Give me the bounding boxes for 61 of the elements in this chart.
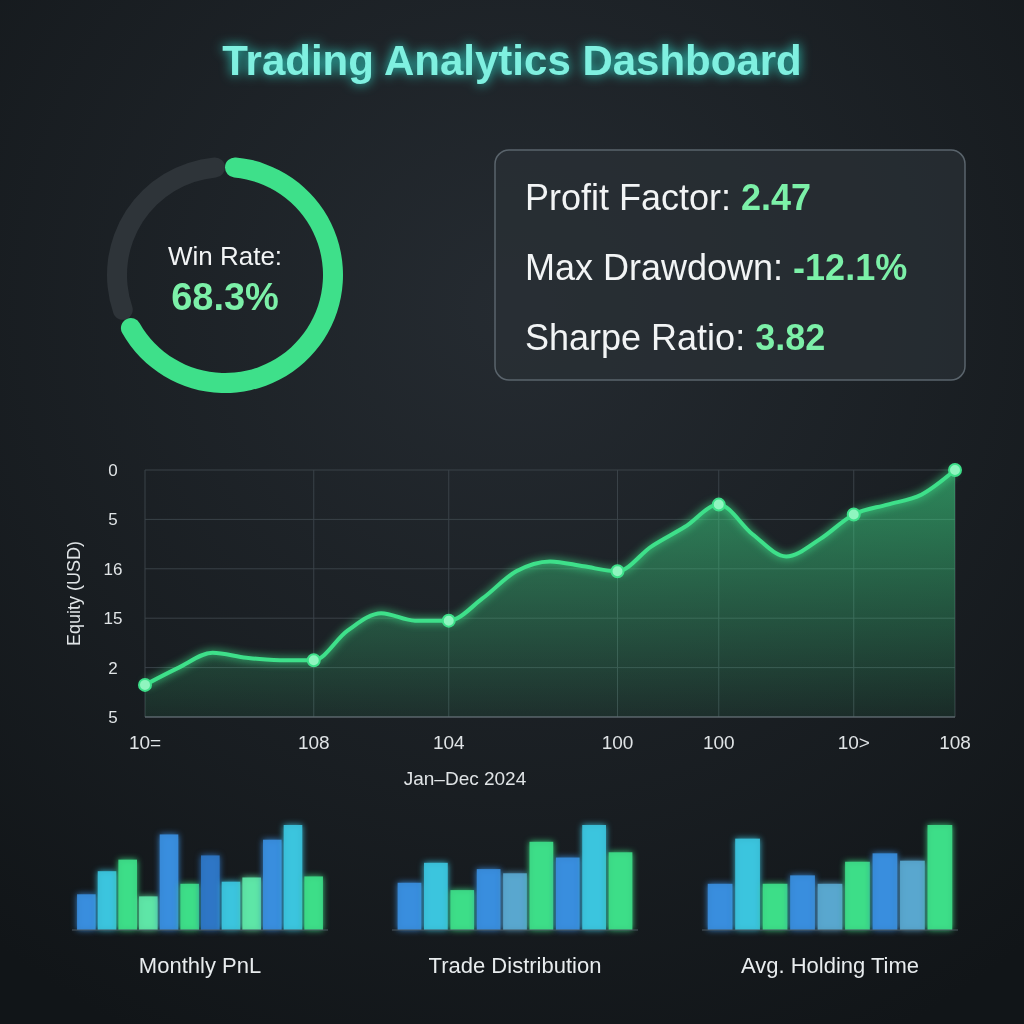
bar [817,883,843,930]
x-tick-label: 108 [939,732,971,753]
bar [927,825,953,930]
text: 5 [108,708,118,727]
bar [139,896,158,930]
x-tick-label: 100 [702,732,735,753]
text: 2 [108,658,118,678]
x-axis-title: Monthly PnL [138,953,262,978]
point [306,653,321,668]
bar [180,883,199,930]
bar [707,883,733,930]
x-tick-label: 100 [601,732,634,753]
bar [872,853,898,930]
text: 5 [108,510,118,530]
point [138,677,152,692]
bar [424,862,448,930]
text: 16 [103,559,123,579]
bar [97,871,117,930]
text: Sharpe Ratio: 3.82 [525,317,826,358]
x-axis-title: Trade Distribution [428,953,602,978]
point [846,507,861,522]
point [441,613,456,628]
bar [555,857,580,930]
bar [582,825,606,930]
bar [304,876,323,930]
x-axis-title: Avg. Holding Time [740,953,920,978]
x-axis-title: Jan–Dec 2024 [403,768,527,789]
data-label: 68.3% [171,276,279,318]
bar [503,873,527,930]
x-tick-label: 104 [432,732,466,753]
text: Profit Factor: 2.47 [525,177,812,218]
bar [450,890,475,930]
bar [77,894,96,930]
text: Trading Analytics Dashboard [222,37,802,84]
bar [735,838,760,930]
bar [845,861,870,930]
bar [242,877,261,930]
bar [762,883,788,930]
bar [397,882,422,930]
bar [263,839,282,930]
bar [900,860,925,930]
text: 15 [103,609,123,629]
x-tick-label: 10> [837,732,870,753]
bar [118,859,137,930]
text: 0 [108,461,118,480]
text: Win Rate: [167,241,283,271]
bar [608,852,633,930]
bar [790,875,815,930]
x-tick-label: 10= [128,732,162,753]
bar [476,869,501,930]
bar [159,834,179,930]
point [948,463,962,477]
y-axis-title: Equity (USD) [64,540,84,647]
text: Max Drawdown: -12.1% [525,247,908,288]
bar [201,855,220,930]
point [711,497,726,512]
x-tick-label: 108 [297,732,330,753]
bar [283,825,303,930]
bar [529,841,554,930]
bar [221,881,241,930]
point [610,564,625,579]
